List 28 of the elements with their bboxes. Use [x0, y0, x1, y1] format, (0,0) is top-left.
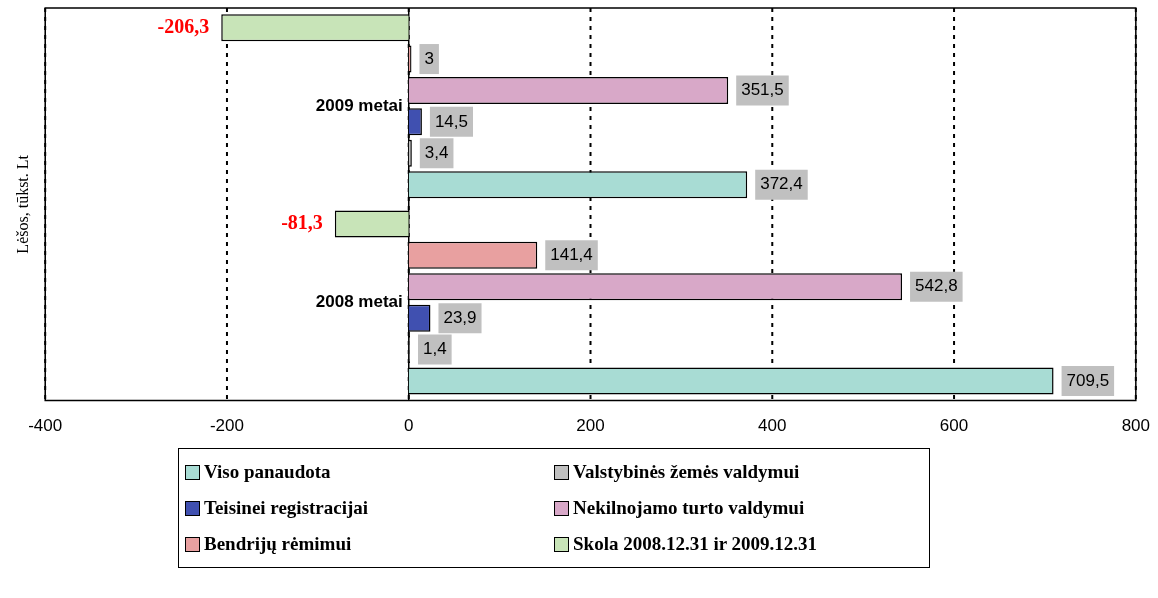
data-label: 542,8 [915, 276, 958, 296]
data-label: 1,4 [423, 339, 447, 359]
y-axis-title: Lėšos, tūkst. Lt [13, 154, 31, 254]
data-label: 3,4 [424, 142, 449, 162]
legend-label: Nekilnojamo turto valdymui [573, 497, 805, 519]
legend-label: Skola 2008.12.31 ir 2009.12.31 [573, 533, 818, 555]
x-tick-label: -400 [28, 416, 63, 436]
data-label: 14,5 [434, 111, 469, 131]
data-label: -81,3 [281, 211, 323, 234]
x-tick-label: 0 [404, 416, 414, 436]
x-tick-label: 800 [1121, 416, 1151, 436]
data-label: 23,9 [443, 307, 477, 327]
data-label: 141,4 [550, 245, 593, 265]
data-label: 372,4 [760, 174, 803, 194]
legend-label: Valstybinės žemės valdymui [573, 461, 800, 483]
data-label: 3 [424, 48, 434, 68]
x-tick-label: 600 [939, 416, 969, 436]
data-label: 709,5 [1066, 370, 1110, 390]
legend-label: Teisinei registracijai [204, 497, 369, 519]
x-tick-label: -200 [209, 416, 244, 436]
y-tick-label: 2008 metai [315, 292, 403, 312]
legend-label: Bendrijų rėmimui [204, 533, 352, 555]
legend-label: Viso panaudota [204, 461, 331, 483]
data-label: 351,5 [741, 80, 784, 100]
data-label: -206,3 [157, 14, 210, 37]
x-tick-label: 400 [758, 416, 787, 436]
y-tick-label: 2009 metai [315, 95, 403, 115]
x-tick-label: 200 [576, 416, 605, 436]
